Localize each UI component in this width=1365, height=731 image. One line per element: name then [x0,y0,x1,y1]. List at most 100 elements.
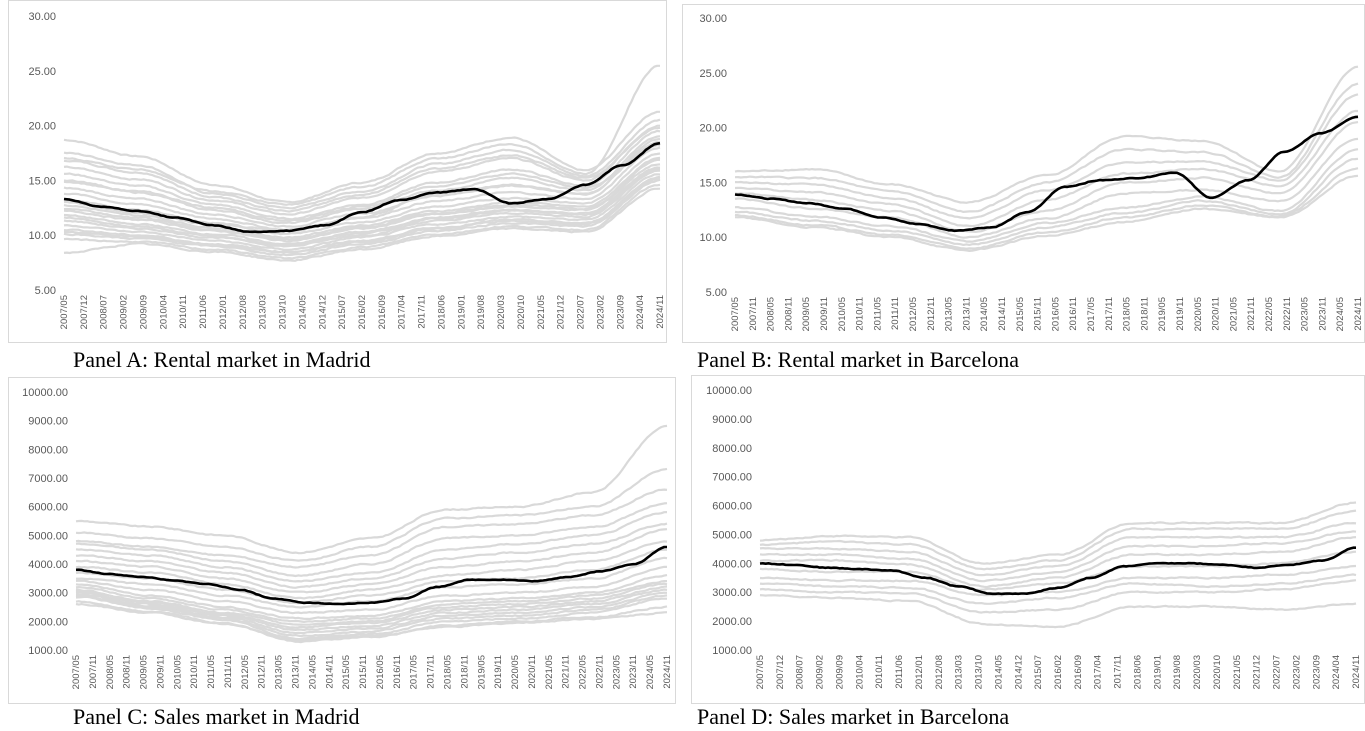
panel-b-xtick-32: 2023/05 [1300,297,1311,331]
panel-a-ytick-3: 20.00 [28,121,56,133]
panel-a-district-line-8 [63,156,661,239]
panel-d-xtick-21: 2019/08 [1172,655,1183,689]
panel-a-ytick-4: 25.00 [28,66,56,78]
panel-d-district-line-3 [759,530,1357,583]
panel-a-xtick-23: 2020/10 [516,295,527,329]
panel-c-caption: Panel C: Sales market in Madrid [73,704,360,729]
panel-a-district-line-13 [63,175,661,254]
panel-b-district-line-5 [734,137,1359,239]
panel-d-xtick-0: 2007/05 [755,655,766,689]
panel-c-district-line-2 [75,488,668,569]
panel-a-district-line-11 [63,169,661,248]
panel-d-district-line-9 [759,594,1357,629]
panel-a-xtick-21: 2019/08 [476,295,487,329]
panel-a-district-line-22 [63,177,661,254]
panel-b-xtick-12: 2013/05 [944,297,955,331]
panel-c-xtick-5: 2009/11 [155,655,166,689]
panel-a-xtick-12: 2014/05 [297,295,308,329]
panel-d-district-line-0 [759,501,1357,565]
panel-c-district-line-7 [75,540,668,600]
panel-b-xtick-8: 2011/05 [872,297,883,331]
panel-c-xtick-21: 2017/11 [426,655,437,689]
panel-c-xtick-22: 2018/05 [442,655,453,689]
panel-d-xtick-20: 2019/01 [1152,655,1163,689]
panel-a-xtick-11: 2013/10 [278,295,289,329]
panel-c-ytick-7: 8000.00 [28,444,68,456]
panel-d-district-line-2 [759,522,1357,577]
panel-d-xtick-14: 2015/07 [1033,655,1044,689]
panel-b-xtick-7: 2010/11 [855,297,866,331]
panel-c-xtick-0: 2007/05 [71,655,82,689]
panel-c-district-line-13 [75,582,668,626]
panel-d-xtick-28: 2023/09 [1311,655,1322,689]
panel-c-district-line-16 [75,591,668,635]
panel-b-district-line-7 [734,157,1359,246]
panel-a-xtick-27: 2023/02 [595,295,606,329]
panel-a-xtick-20: 2019/01 [456,295,467,329]
panel-c-xtick-13: 2013/11 [291,655,302,689]
panel-c-district-line-17 [75,594,668,638]
panel-b-district-line-2 [734,93,1359,220]
panel-c-xtick-31: 2022/11 [594,655,605,689]
panel-b-xtick-27: 2020/11 [1211,297,1222,331]
panel-d-xtick-27: 2023/02 [1291,655,1302,689]
panel-a-district-line-15 [63,183,661,260]
panel-d-xtick-7: 2011/06 [894,655,905,689]
panel-a-xtick-3: 2009/02 [119,295,130,329]
panel-d-xtick-6: 2010/11 [874,655,885,689]
panel-c-xtick-30: 2022/05 [578,655,589,689]
panel-b-xtick-18: 2016/05 [1050,297,1061,331]
panel-c-district-line-19 [75,600,668,644]
panel-b-district-line-0 [734,65,1359,204]
panel-c-xtick-2: 2008/05 [105,655,116,689]
panel-a-xtick-5: 2010/04 [158,295,169,329]
panel-d-xtick-12: 2014/05 [993,655,1004,689]
panel-c-xtick-23: 2018/11 [459,655,470,689]
panel-c-xtick-32: 2023/05 [611,655,622,689]
panel-c-xtick-27: 2020/11 [527,655,538,689]
panel-a-xtick-29: 2024/04 [635,295,646,329]
panel-a-xtick-18: 2017/11 [417,295,428,329]
panel-a-xtick-28: 2023/09 [615,295,626,329]
panel-c-xtick-34: 2024/05 [645,655,656,689]
panel-c-xtick-25: 2019/11 [493,655,504,689]
panel-a-xtick-19: 2018/06 [436,295,447,329]
panel-b-xtick-5: 2009/11 [819,297,830,331]
panel-a-xtick-24: 2021/05 [536,295,547,329]
panel-c-xtick-26: 2020/05 [510,655,521,689]
panel-c-xtick-7: 2010/11 [189,655,200,689]
panel-c-district-line-10 [75,565,668,615]
panel-d-xtick-25: 2021/12 [1252,655,1263,689]
panel-d-district-line-5 [759,550,1357,592]
panel-a-district-line-1 [63,118,661,210]
panel-d-ytick-4: 5000.00 [712,529,752,541]
panel-c-xtick-35: 2024/11 [662,655,673,689]
panel-d-xtick-22: 2020/03 [1192,655,1203,689]
panel-a-chart: 5.00 10.00 15.00 20.00 25.00 30.00 2007/05 2007… [8,0,667,343]
panel-d-xtick-4: 2009/09 [834,655,845,689]
panel-c-xtick-8: 2011/05 [206,655,217,689]
panel-a-xtick-8: 2012/01 [218,295,229,329]
panel-d-ytick-3: 4000.00 [712,558,752,570]
panel-b-xtick-26: 2020/05 [1193,297,1204,331]
panel-a-xtick-25: 2021/12 [556,295,567,329]
panel-b-ytick-2: 15.00 [699,177,727,189]
panel-c-xtick-33: 2023/11 [628,655,639,689]
panel-d-ytick-0: 1000.00 [712,645,752,657]
panel-d-xtick-29: 2024/04 [1331,655,1342,689]
panel-b-xtick-22: 2018/05 [1122,297,1133,331]
panel-d-xtick-11: 2013/10 [974,655,985,689]
panel-b-xtick-19: 2016/11 [1068,297,1079,331]
panel-d-xtick-16: 2016/09 [1073,655,1084,689]
panel-a-district-line-20 [63,158,661,241]
panel-c-xtick-12: 2013/05 [274,655,285,689]
panel-d-district-line-7 [759,573,1357,605]
panel-c-ytick-4: 5000.00 [28,530,68,542]
panel-b-district-line-9 [734,174,1359,252]
panel-b-xtick-20: 2017/05 [1086,297,1097,331]
panel-b-xtick-29: 2021/11 [1246,297,1257,331]
panel-d-ytick-8: 9000.00 [712,414,752,426]
panel-b-xtick-16: 2015/05 [1015,297,1026,331]
panel-d-ytick-1: 2000.00 [712,616,752,628]
panel-b-xtick-33: 2023/11 [1317,297,1328,331]
